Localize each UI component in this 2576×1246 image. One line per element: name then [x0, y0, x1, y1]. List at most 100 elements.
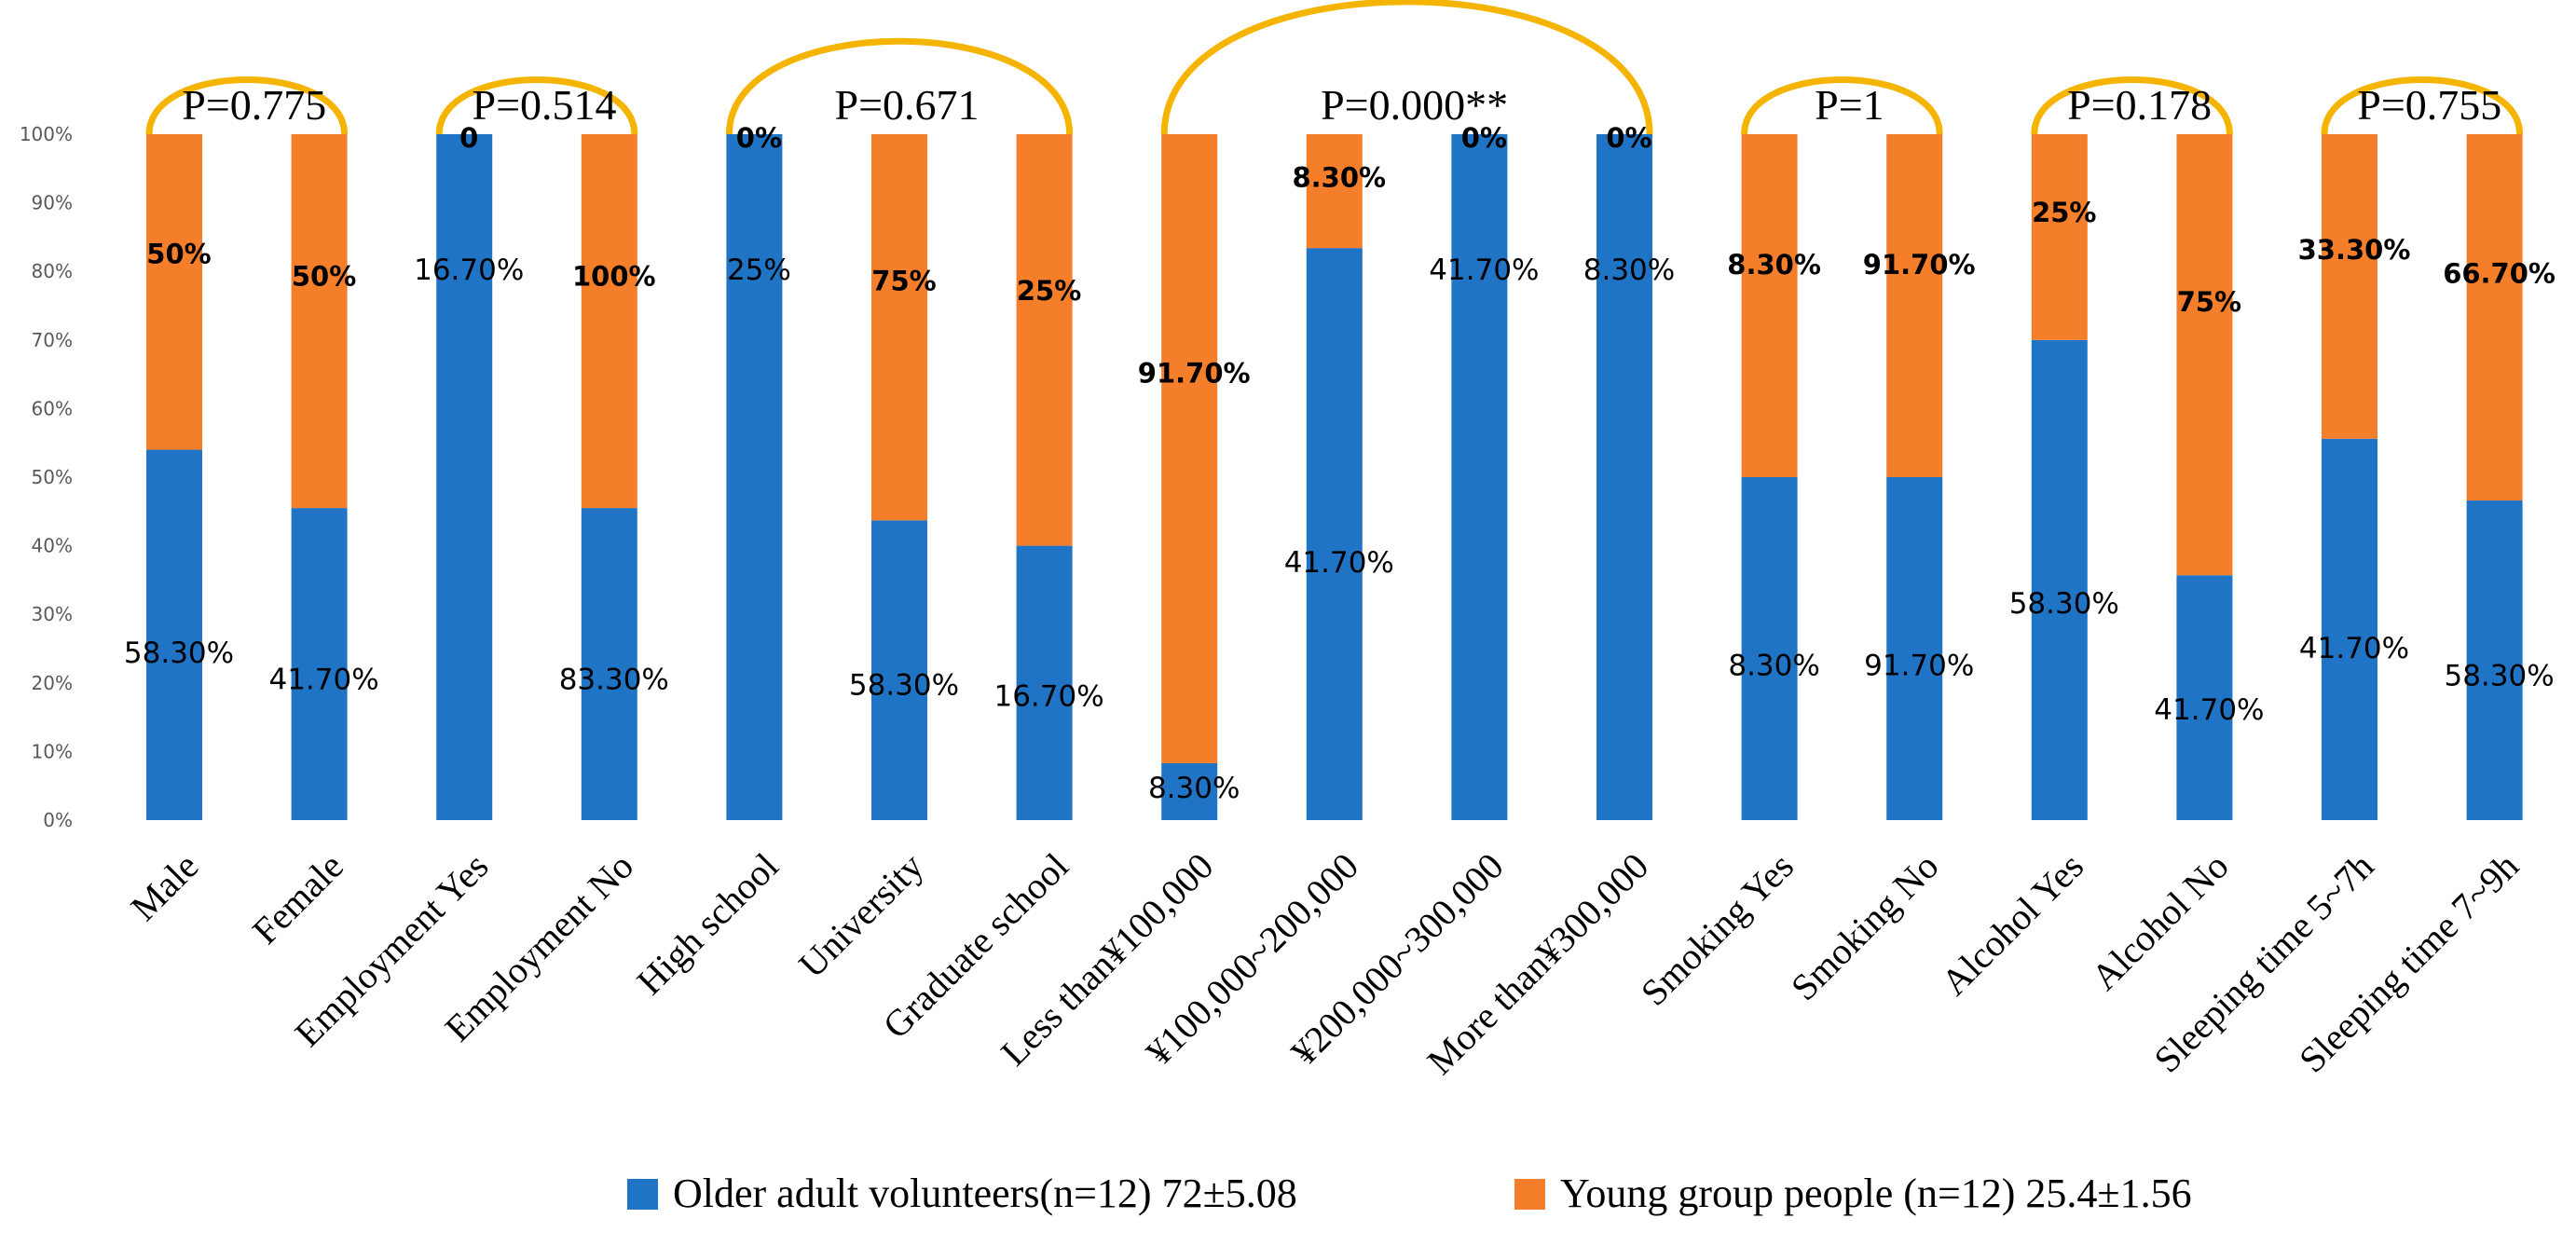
bar-young-group [581, 134, 637, 509]
data-label-older-adult: 16.70% [993, 680, 1103, 714]
data-label-young-group: 75% [871, 265, 936, 296]
p-value-arc [1741, 76, 1943, 135]
bar-young-group [1886, 134, 1943, 477]
data-label-older-adult: 58.30% [124, 637, 234, 670]
x-tick-label: Male [122, 845, 206, 929]
p-value-arc [1160, 0, 1653, 135]
y-tick-label: 50% [32, 466, 73, 488]
x-tick-label: Alcohol No [2083, 845, 2237, 999]
data-label-older-adult: 91.70% [1864, 649, 1974, 682]
x-tick-label: High school [628, 845, 786, 1003]
bar-older-adult [1886, 477, 1943, 820]
y-tick-label: 100% [20, 123, 73, 145]
bar-young-group [2031, 134, 2088, 340]
data-label-older-adult: 58.30% [2444, 660, 2554, 693]
y-tick-label: 90% [32, 192, 73, 214]
data-labels: 58.30% 50% 41.70% 50% 16.70% 0 83.30% 100% 25% 0%… [124, 122, 2555, 805]
data-label-older-adult: 25% [727, 253, 791, 287]
p-value-label: P=0.514 [472, 81, 616, 129]
data-label-young-group: 8.30% [1727, 249, 1821, 281]
bar-older-adult [436, 134, 493, 820]
bar-young-group [2322, 134, 2377, 439]
bar-young-group [146, 134, 202, 450]
bar-older-adult [1016, 545, 1073, 820]
p-value-label: P=0.775 [182, 81, 326, 129]
data-label-young-group: 0 [459, 122, 478, 154]
legend-swatch-older-adult [627, 1179, 658, 1210]
data-label-older-adult: 41.70% [2299, 632, 2409, 665]
y-tick-label: 80% [32, 260, 73, 282]
data-label-older-adult: 8.30% [1148, 772, 1240, 805]
data-label-young-group: 25% [1017, 275, 1081, 307]
x-tick-label: Alcohol Yes [1933, 845, 2091, 1004]
data-label-young-group: 0% [736, 122, 782, 154]
bar-young-group [2176, 134, 2233, 576]
p-value-arc [2321, 76, 2524, 135]
data-label-older-adult: 58.30% [2009, 587, 2119, 621]
bar-older-adult [581, 508, 637, 820]
bar-older-adult [2466, 500, 2523, 820]
data-label-older-adult: 8.30% [1583, 253, 1675, 287]
bar-older-adult [146, 449, 202, 820]
bar-older-adult [1596, 134, 1652, 820]
legend-label-young-group: Young group people (n=12) 25.4±1.56 [1560, 1171, 2192, 1216]
p-value-arc [2031, 76, 2233, 135]
data-label-young-group: 75% [2177, 286, 2241, 318]
y-tick-label: 60% [32, 397, 73, 419]
data-label-older-adult: 41.70% [2154, 693, 2264, 727]
p-value-arc [145, 76, 349, 135]
bar-older-adult [1306, 248, 1363, 820]
legend-swatch-young-group [1514, 1179, 1545, 1210]
y-tick-label: 20% [32, 672, 73, 694]
x-tick-label: Female [244, 845, 351, 952]
bar-young-group [1741, 134, 1798, 477]
bar-older-adult [2322, 438, 2377, 820]
bar-young-group [871, 134, 927, 521]
data-label-young-group: 66.70% [2443, 257, 2555, 289]
data-label-older-adult: 41.70% [268, 663, 378, 696]
data-label-young-group: 33.30% [2298, 234, 2411, 266]
bars [146, 134, 2523, 820]
data-label-older-adult: 41.70% [1429, 253, 1539, 287]
p-value-arc [725, 37, 1074, 135]
x-tick-label: University [790, 845, 931, 986]
bar-older-adult [726, 134, 783, 820]
p-value-label: P=0.000** [1321, 81, 1508, 129]
data-label-young-group: 0% [1606, 122, 1651, 154]
legend-label-older-adult: Older adult volunteers(n=12) 72±5.08 [673, 1171, 1297, 1216]
p-value-label: P=0.671 [834, 81, 979, 129]
bar-older-adult [2176, 575, 2233, 820]
data-label-older-adult: 16.70% [414, 253, 524, 287]
bar-young-group [291, 134, 348, 509]
y-tick-label: 40% [32, 535, 73, 557]
p-value-annotations: P=0.775 P=0.514 P=0.671 P=0.000** P=1 P=0.178… [145, 0, 2524, 135]
bar-young-group [2466, 134, 2523, 501]
bar-older-adult [871, 520, 927, 820]
data-label-young-group: 0% [1461, 122, 1507, 154]
y-tick-label: 70% [32, 329, 73, 351]
bar-older-adult [291, 508, 348, 820]
data-label-older-adult: 83.30% [559, 663, 669, 696]
data-label-young-group: 25% [2032, 197, 2096, 228]
bar-older-adult [1741, 477, 1798, 820]
data-label-young-group: 91.70% [1863, 249, 1976, 281]
p-value-label: P=1 [1815, 81, 1884, 129]
legend: Older adult volunteers(n=12) 72±5.08 Youn… [627, 1171, 2192, 1216]
data-label-young-group: 91.70% [1138, 357, 1251, 389]
p-value-label: P=0.178 [2067, 81, 2212, 129]
x-tick-label: Smoking No [1783, 845, 1947, 1009]
data-label-older-adult: 8.30% [1728, 649, 1819, 682]
bar-older-adult [1161, 762, 1218, 820]
y-tick-label: 30% [32, 603, 73, 625]
bar-older-adult [2031, 339, 2088, 820]
data-label-young-group: 8.30% [1292, 161, 1386, 193]
bar-older-adult [1451, 134, 1508, 820]
data-label-young-group: 50% [292, 260, 356, 292]
x-tick-label: Smoking Yes [1633, 845, 1802, 1014]
bar-young-group [1161, 134, 1218, 763]
data-label-older-adult: 58.30% [849, 668, 959, 702]
bar-young-group [1016, 134, 1073, 546]
